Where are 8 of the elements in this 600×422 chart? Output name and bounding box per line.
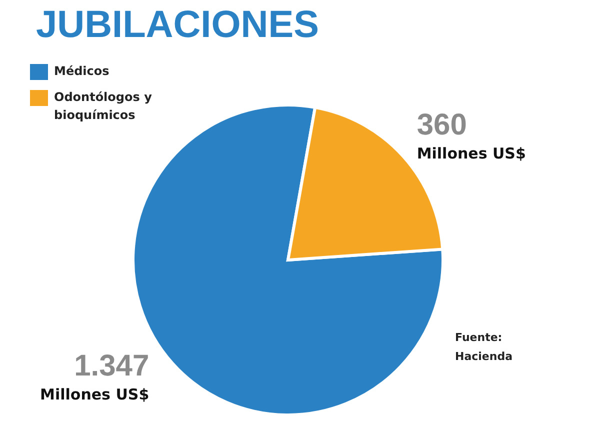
data-label: 360 xyxy=(416,108,467,142)
legend-label: Médicos xyxy=(54,63,110,80)
data-label: 1.347 xyxy=(74,349,150,382)
text: Millones US$ xyxy=(40,385,150,404)
chart-title: JUBILACIONES xyxy=(36,4,319,47)
source-note: Fuente: Hacienda xyxy=(455,330,514,365)
text: Millones US$ xyxy=(416,144,526,163)
legend-label: Odontólogos y bioquímicos xyxy=(54,89,153,124)
